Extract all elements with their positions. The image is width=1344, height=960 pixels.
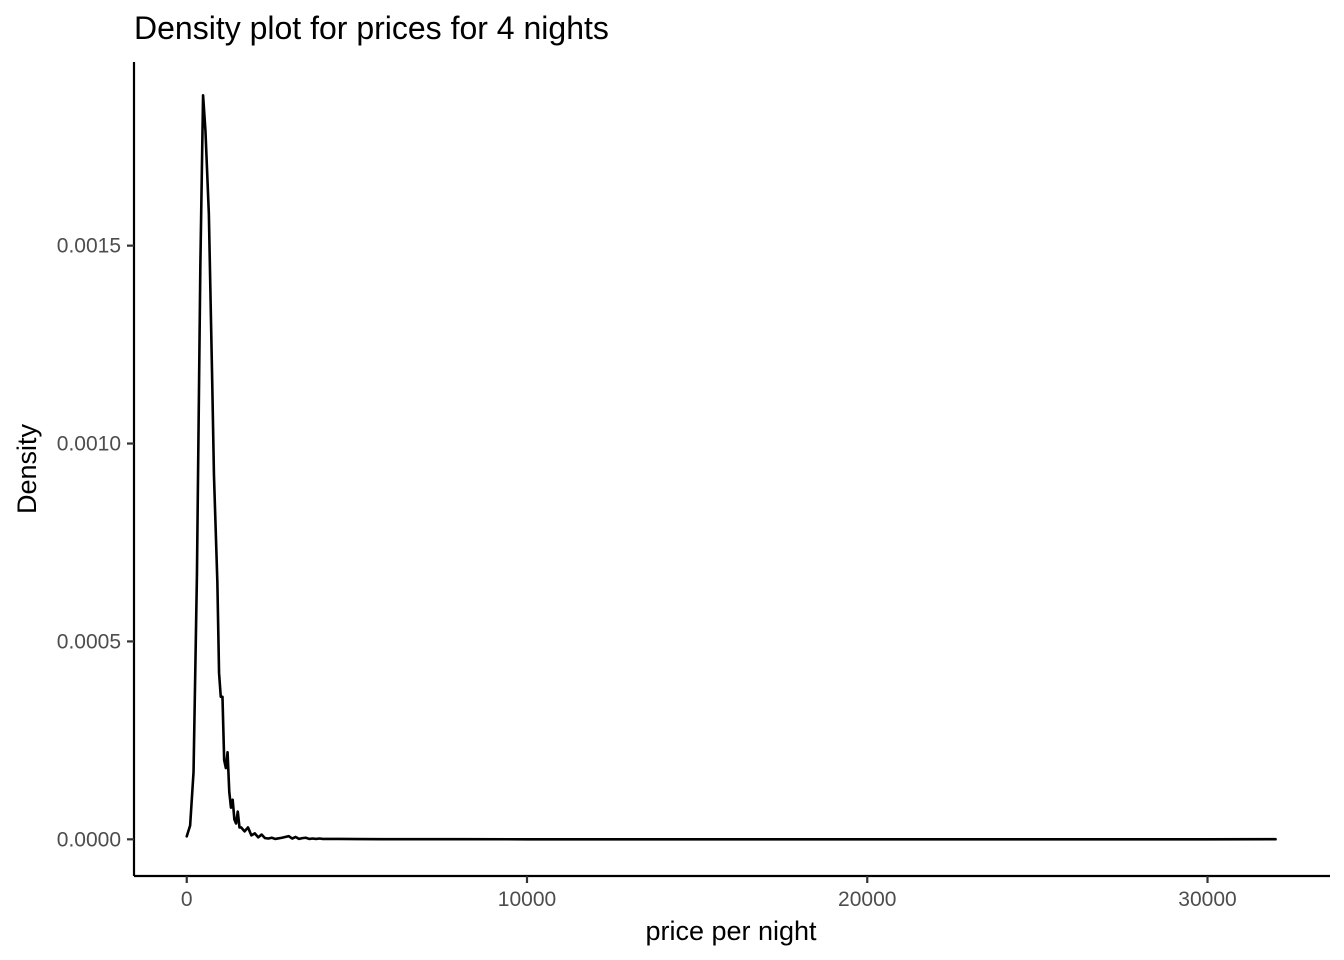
y-tick-label: 0.0005 [57,630,121,653]
x-axis-ticks: 0 10000 20000 30000 [181,876,1237,911]
x-tick-label: 10000 [498,888,556,911]
y-tick-label: 0.0000 [57,828,121,851]
x-axis-title: price per night [645,916,817,946]
y-tick-label: 0.0010 [57,433,121,456]
chart-title: Density plot for prices for 4 nights [134,10,609,46]
y-axis-ticks: 0.0000 0.0005 0.0010 0.0015 [57,235,134,851]
plot-area [185,93,1277,841]
x-tick-label: 30000 [1178,888,1236,911]
density-curve [185,93,1277,841]
y-tick-label: 0.0015 [57,235,121,258]
x-tick-label: 20000 [838,888,896,911]
x-tick-label: 0 [181,888,193,911]
y-axis-title: Density [12,423,42,514]
